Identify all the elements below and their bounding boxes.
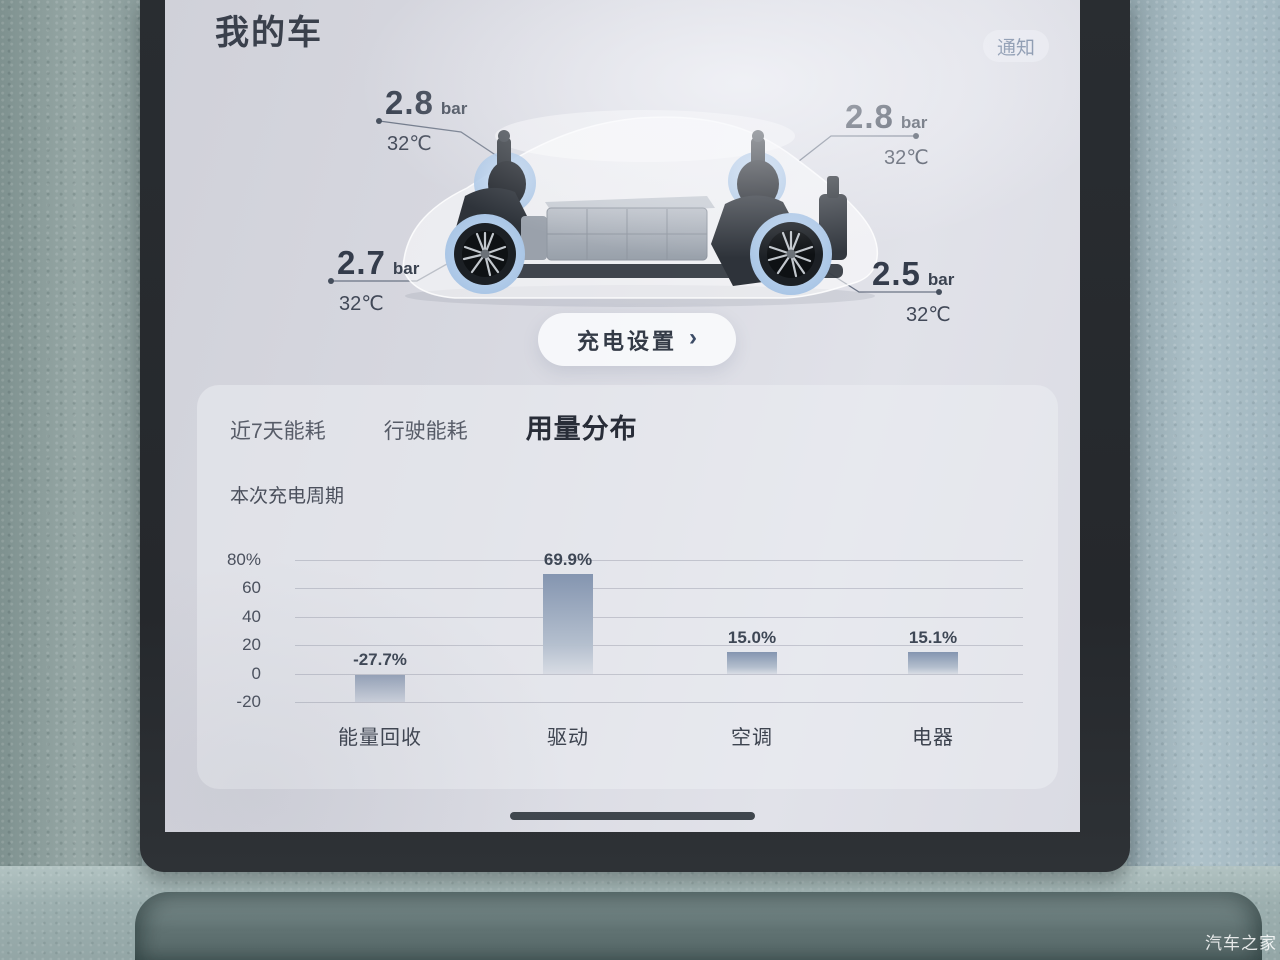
dashboard-trim-left [0, 0, 142, 960]
tire-pressure-unit: bar [900, 113, 928, 132]
dashboard-trim-right [1127, 0, 1280, 960]
chart-gridline [295, 673, 1023, 675]
chart-value-label: 15.0% [727, 628, 777, 648]
chart-gridline [295, 588, 1023, 590]
tire-pressure-top-right: 2.8 bar 32℃ [845, 98, 929, 170]
tire-pressure-value: 2.5 [872, 255, 921, 292]
tire-pressure-unit: bar [927, 270, 955, 289]
watermark: 汽车之家 [1205, 934, 1277, 953]
chart-value-label: -27.7% [353, 649, 407, 669]
chart-gridline [295, 702, 1023, 703]
charging-settings-button[interactable]: 充电设置 › [538, 313, 736, 366]
charging-settings-label: 充电设置 [576, 328, 677, 354]
home-indicator[interactable] [510, 812, 755, 820]
tire-pressure-unit: bar [392, 259, 420, 278]
chart-category-label: 电器 [912, 727, 954, 749]
chart-category-label: 驱动 [547, 727, 589, 749]
tire-pressure-bottom-right: 2.5 bar 32℃ [872, 255, 954, 327]
chart-value-label: 15.1% [908, 628, 958, 648]
usage-distribution-chart: 80% 60 40 20 0 -20 -27.7% 能量回收 69.9% 驱动 15.0% 空调 15.… [197, 385, 1058, 789]
tire-pressure-unit: bar [440, 99, 468, 118]
tire-temperature: 32℃ [339, 293, 384, 315]
tire-pressure-value: 2.8 [845, 98, 894, 135]
chart-category-label: 能量回收 [338, 727, 422, 749]
tire-temperature: 32℃ [884, 147, 929, 169]
tab-driving-consumption[interactable]: 行驶能耗 [383, 420, 468, 443]
chart-gridline [295, 616, 1023, 618]
tab-usage-distribution[interactable]: 用量分布 [525, 414, 638, 444]
tire-temperature: 32℃ [387, 133, 432, 155]
dashboard-trim-bottom [0, 866, 1280, 960]
chart-gridline [295, 560, 1023, 561]
chart-y-tick: 20 [242, 635, 261, 655]
charge-cycle-label: 本次充电周期 [230, 486, 345, 507]
chevron-right-icon: › [689, 324, 697, 351]
chart-gridline [295, 645, 1023, 647]
tire-pressure-value: 2.8 [385, 84, 434, 121]
chart-y-tick: -20 [236, 692, 261, 711]
chart-bar [543, 574, 593, 674]
tire-temperature: 32℃ [906, 304, 951, 326]
infotainment-screen: 我的车 通知 [165, 0, 1080, 832]
chart-y-tick: 0 [251, 663, 261, 683]
storage-tray [135, 892, 1262, 960]
chart-bar [727, 652, 777, 674]
chart-category-label: 空调 [731, 727, 773, 749]
chart-y-tick: 80% [226, 550, 261, 569]
tire-pressure-bottom-left: 2.7 bar 32℃ [337, 244, 419, 316]
car-chassis-illustration [402, 110, 879, 307]
notifications-button[interactable]: 通知 [983, 30, 1049, 62]
energy-usage-card: 近7天能耗 行驶能耗 用量分布 本次充电周期 80% 60 40 20 0 -20 -27.… [197, 385, 1058, 789]
tire-pressure-top-left: 2.8 bar 32℃ [385, 84, 467, 156]
screen-bezel: 我的车 通知 [140, 0, 1130, 872]
chart-value-label: 69.9% [543, 550, 593, 570]
energy-tabs: 近7天能耗 行驶能耗 用量分布 [230, 407, 638, 446]
page-title: 我的车 [215, 14, 323, 52]
chart-bar [355, 674, 405, 702]
tire-pressure-value: 2.7 [337, 244, 386, 281]
tab-last-7-days[interactable]: 近7天能耗 [230, 420, 326, 443]
chart-y-tick: 40 [242, 606, 261, 626]
chart-y-tick: 60 [242, 578, 261, 598]
chart-bar [908, 652, 958, 674]
